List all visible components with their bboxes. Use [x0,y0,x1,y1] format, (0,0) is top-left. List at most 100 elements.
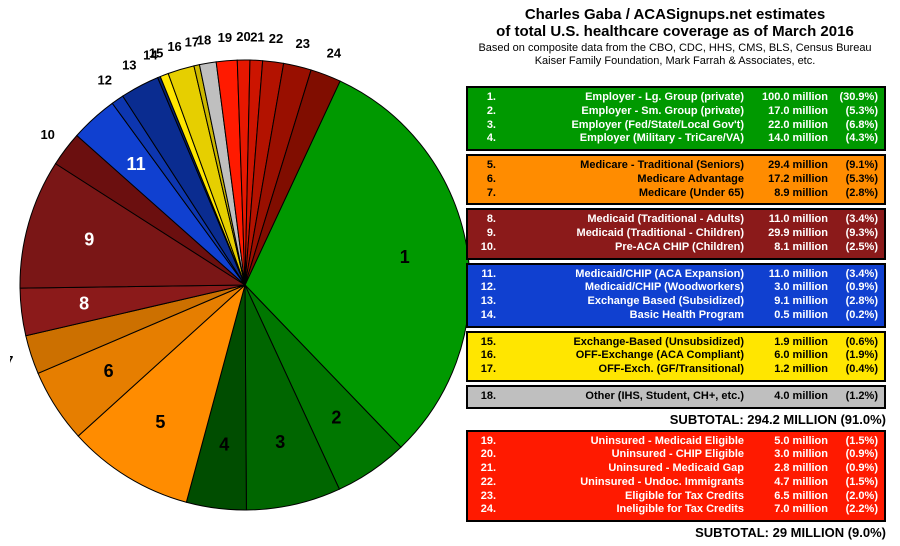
legend-num: 6. [474,173,500,187]
legend-label: Uninsured - CHIP Eligible [500,448,754,462]
legend-pct: (2.2%) [828,503,878,517]
legend-row-24: 24.Ineligible for Tax Credits7.0 million… [474,503,878,517]
legend-row-4: 4.Employer (Military - TriCare/VA)14.0 m… [474,132,878,146]
pie-label-5: 5 [155,412,165,432]
legend-num: 15. [474,336,500,350]
legend-row-18: 18.Other (IHS, Student, CH+, etc.)4.0 mi… [474,390,878,404]
pie-label-19: 19 [218,30,232,45]
legend-row-6: 6.Medicare Advantage17.2 million(5.3%) [474,173,878,187]
legend-row-20: 20.Uninsured - CHIP Eligible3.0 million(… [474,448,878,462]
legend-row-11: 11.Medicaid/CHIP (ACA Expansion)11.0 mil… [474,268,878,282]
legend-millions: 4.7 million [754,476,828,490]
legend-label: Employer - Sm. Group (private) [500,105,754,119]
chart-subtitle: Based on composite data from the CBO, CD… [460,42,890,68]
legend-row-9: 9.Medicaid (Traditional - Children)29.9 … [474,227,878,241]
legend-num: 23. [474,490,500,504]
legend-pct: (0.9%) [828,462,878,476]
legend-num: 18. [474,390,500,404]
legend-label: Medicaid (Traditional - Adults) [500,213,754,227]
pie-label-24: 24 [327,45,342,60]
pie-label-9: 9 [84,229,94,249]
legend-num: 1. [474,91,500,105]
legend-millions: 22.0 million [754,119,828,133]
legend-row-10: 10.Pre-ACA CHIP (Children)8.1 million(2.… [474,241,878,255]
legend-pct: (1.2%) [828,390,878,404]
legend-pct: (2.8%) [828,295,878,309]
legend-label: Medicaid (Traditional - Children) [500,227,754,241]
legend-millions: 1.9 million [754,336,828,350]
legend-group-5: 15.Exchange-Based (Unsubsidized)1.9 mill… [466,331,886,382]
legend-row-15: 15.Exchange-Based (Unsubsidized)1.9 mill… [474,336,878,350]
pie-label-13: 13 [122,58,136,73]
legend-row-22: 22.Uninsured - Undoc. Immigrants4.7 mill… [474,476,878,490]
legend-num: 5. [474,159,500,173]
pie-label-16: 16 [167,39,181,54]
legend-millions: 17.0 million [754,105,828,119]
legend-row-7: 7.Medicare (Under 65)8.9 million(2.8%) [474,187,878,201]
legend-num: 2. [474,105,500,119]
legend-millions: 14.0 million [754,132,828,146]
pie-label-22: 22 [269,31,283,46]
legend-num: 17. [474,363,500,377]
legend-num: 20. [474,448,500,462]
pie-label-6: 6 [104,361,114,381]
legend-row-23: 23.Eligible for Tax Credits6.5 million(2… [474,490,878,504]
legend-num: 16. [474,349,500,363]
legend-pct: (1.5%) [828,435,878,449]
legend-millions: 2.8 million [754,462,828,476]
pie-label-20: 20 [236,29,250,44]
chart-title: Charles Gaba / ACASignups.net estimates … [460,6,890,41]
legend-label: Exchange-Based (Unsubsidized) [500,336,754,350]
pie-label-10: 10 [40,127,54,142]
pie-label-11: 11 [127,154,146,174]
legend-label: Uninsured - Undoc. Immigrants [500,476,754,490]
pie-label-15: 15 [149,45,163,60]
legend-row-17: 17.OFF-Exch. (GF/Transitional)1.2 millio… [474,363,878,377]
legend-label: Medicaid/CHIP (ACA Expansion) [500,268,754,282]
legend-label: Basic Health Program [500,309,754,323]
legend-row-16: 16.OFF-Exchange (ACA Compliant)6.0 milli… [474,349,878,363]
legend-row-13: 13.Exchange Based (Subsidized)9.1 millio… [474,295,878,309]
legend-num: 8. [474,213,500,227]
legend-millions: 11.0 million [754,268,828,282]
legend-label: Eligible for Tax Credits [500,490,754,504]
legend-group-2: 5.Medicare - Traditional (Seniors)29.4 m… [466,154,886,205]
legend-pct: (9.1%) [828,159,878,173]
legend-label: Uninsured - Medicaid Gap [500,462,754,476]
pie-label-8: 8 [79,293,89,313]
legend-group-6: 18.Other (IHS, Student, CH+, etc.)4.0 mi… [466,385,886,409]
legend-num: 14. [474,309,500,323]
legend-millions: 6.0 million [754,349,828,363]
legend-millions: 3.0 million [754,281,828,295]
legend-row-21: 21.Uninsured - Medicaid Gap2.8 million(0… [474,462,878,476]
legend-label: Medicare - Traditional (Seniors) [500,159,754,173]
pie-label-23: 23 [296,36,310,51]
pie-label-2: 2 [331,408,341,428]
legend-row-3: 3.Employer (Fed/State/Local Gov't)22.0 m… [474,119,878,133]
legend-millions: 100.0 million [754,91,828,105]
legend-pct: (6.8%) [828,119,878,133]
legend-millions: 9.1 million [754,295,828,309]
legend-num: 9. [474,227,500,241]
legend-pct: (0.9%) [828,448,878,462]
legend-pct: (0.9%) [828,281,878,295]
legend-row-12: 12.Medicaid/CHIP (Woodworkers)3.0 millio… [474,281,878,295]
legend-num: 10. [474,241,500,255]
legend-row-5: 5.Medicare - Traditional (Seniors)29.4 m… [474,159,878,173]
legend-label: OFF-Exch. (GF/Transitional) [500,363,754,377]
legend-pct: (2.0%) [828,490,878,504]
legend-pct: (0.6%) [828,336,878,350]
pie-label-1: 1 [400,247,410,267]
legend-num: 21. [474,462,500,476]
legend-num: 4. [474,132,500,146]
legend-num: 13. [474,295,500,309]
legend-label: Other (IHS, Student, CH+, etc.) [500,390,754,404]
legend-millions: 8.1 million [754,241,828,255]
legend-num: 19. [474,435,500,449]
legend-label: Employer - Lg. Group (private) [500,91,754,105]
subtotal: SUBTOTAL: 29 MILLION (9.0%) [466,525,886,540]
pie-label-7: 7 [10,353,13,368]
legend-row-2: 2.Employer - Sm. Group (private)17.0 mil… [474,105,878,119]
legend-label: Medicare (Under 65) [500,187,754,201]
legend-label: Employer (Fed/State/Local Gov't) [500,119,754,133]
